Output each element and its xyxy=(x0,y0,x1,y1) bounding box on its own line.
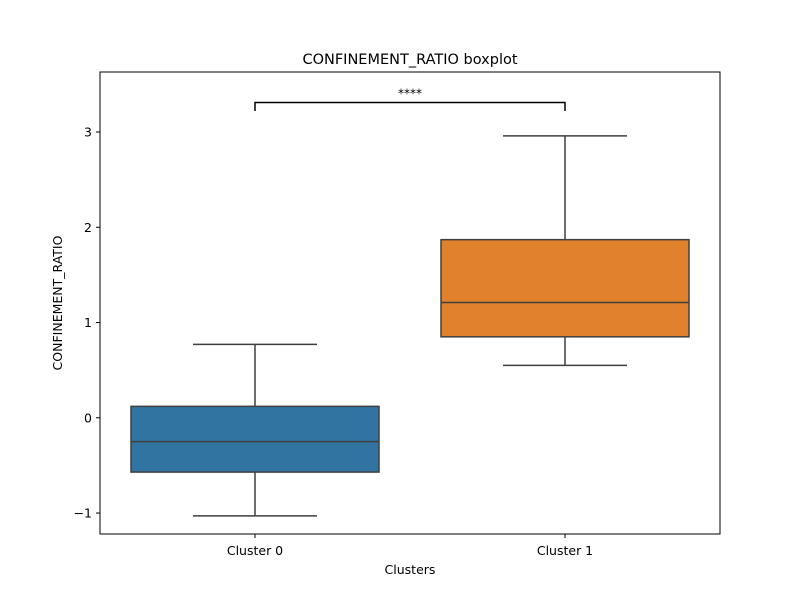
significance-label: **** xyxy=(398,86,422,100)
plot-area: −1 0 1 2 3 Cluster 0 Cluster 1 **** xyxy=(74,86,690,558)
chart-title: CONFINEMENT_RATIO boxplot xyxy=(302,52,517,68)
y-tick-label: 1 xyxy=(84,315,92,330)
x-axis-label: Clusters xyxy=(385,562,436,577)
box-iqr xyxy=(130,405,380,473)
x-tick-label: Cluster 1 xyxy=(537,543,593,558)
y-tick-label: 3 xyxy=(84,125,92,140)
y-tick-label: 2 xyxy=(84,220,92,235)
x-tick-label: Cluster 0 xyxy=(227,543,283,558)
plot-frame xyxy=(99,71,721,535)
box-iqr xyxy=(440,238,690,338)
y-tick-label: 0 xyxy=(84,410,92,425)
significance-bracket xyxy=(254,101,566,112)
y-axis-label: CONFINEMENT_RATIO xyxy=(50,235,65,370)
y-tick-label: −1 xyxy=(74,506,92,521)
